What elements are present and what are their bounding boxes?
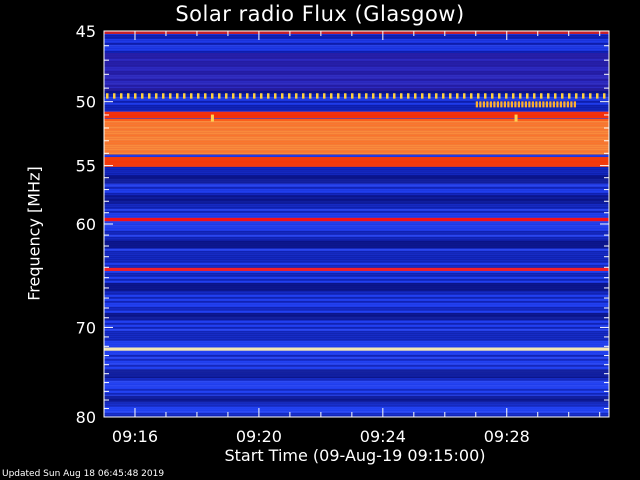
band-5	[104, 217, 609, 222]
orange-band-texture	[104, 118, 609, 155]
x-tick-label: 09:28	[484, 427, 530, 446]
y-tick-label: 55	[76, 157, 96, 176]
burst-0	[475, 101, 576, 108]
y-axis-label: Frequency [MHz]	[24, 166, 44, 301]
x-tick-label: 09:20	[236, 427, 282, 446]
band-0	[104, 31, 609, 34]
y-tick-label: 50	[76, 93, 96, 112]
y-tick-label: 60	[76, 215, 96, 234]
burst-1	[210, 114, 214, 122]
x-axis-label: Start Time (09-Aug-19 09:15:00)	[224, 446, 486, 465]
updated-timestamp: Updated Sun Aug 18 06:45:48 2019	[2, 469, 165, 479]
band-1	[106, 93, 606, 99]
y-tick-label: 45	[76, 22, 96, 41]
chart-title: Solar radio Flux (Glasgow)	[175, 2, 465, 26]
band-7	[104, 347, 609, 351]
x-tick-label: 09:16	[112, 427, 158, 446]
band-6	[104, 267, 609, 271]
y-tick-label: 70	[76, 318, 96, 337]
burst-2	[514, 114, 518, 122]
band-2	[104, 111, 609, 119]
plot-area	[104, 31, 609, 417]
y-tick-label: 80	[76, 408, 96, 427]
band-4	[104, 157, 609, 167]
x-tick-label: 09:24	[360, 427, 406, 446]
band-3	[104, 118, 609, 155]
